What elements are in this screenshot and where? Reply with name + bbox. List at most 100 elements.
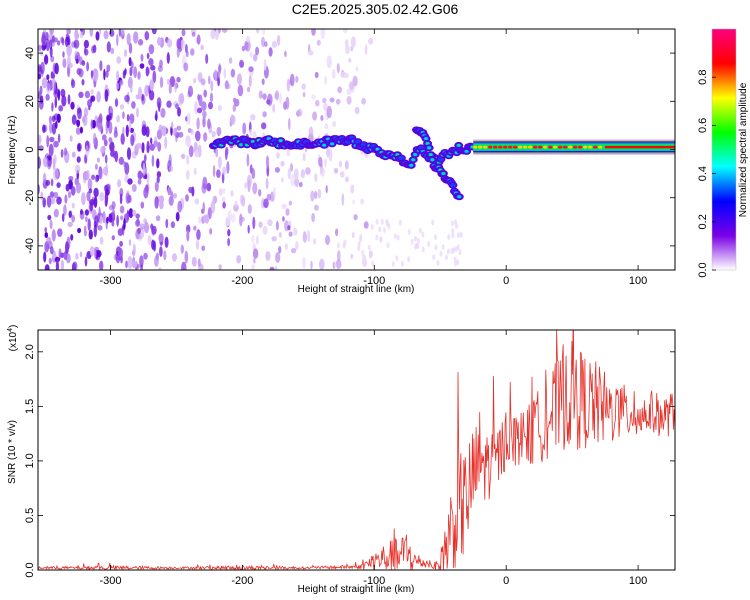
colorbar-label: Normalized spectral amplitude	[738, 82, 749, 217]
noise-speckle	[165, 218, 169, 229]
noise-speckle	[144, 84, 150, 97]
colorbar-gradient	[712, 29, 736, 270]
noise-speckle	[104, 89, 109, 102]
noise-speckle	[153, 140, 159, 147]
noise-speckle	[180, 39, 185, 50]
noise-speckle	[302, 256, 306, 269]
noise-speckle	[69, 135, 73, 142]
noise-speckle	[266, 99, 271, 105]
steady-band-peak	[598, 145, 603, 149]
noise-speckle	[51, 78, 57, 92]
steady-band-peak	[508, 145, 513, 149]
steady-band-peak	[548, 145, 553, 149]
noise-speckle	[297, 108, 303, 117]
noise-speckle	[286, 148, 291, 157]
noise-speckle	[239, 213, 243, 227]
noise-speckle	[308, 50, 314, 56]
signal-peak	[322, 143, 327, 147]
noise-speckle	[152, 70, 157, 84]
noise-speckle	[141, 125, 147, 136]
noise-speckle	[117, 179, 122, 188]
noise-speckle	[251, 235, 255, 243]
noise-speckle	[252, 130, 257, 140]
noise-speckle	[85, 145, 89, 158]
noise-speckle	[49, 136, 55, 143]
noise-speckle	[148, 44, 155, 55]
noise-speckle	[65, 183, 70, 192]
noise-speckle	[140, 53, 144, 62]
spectrogram-signal-layer	[208, 126, 675, 201]
noise-speckle	[76, 156, 81, 163]
noise-speckle	[187, 85, 194, 98]
noise-speckle	[144, 174, 148, 180]
noise-speckle	[230, 190, 234, 197]
noise-speckle	[170, 221, 176, 229]
noise-speckle	[47, 214, 52, 221]
noise-speckle	[142, 162, 146, 176]
signal-peak	[250, 140, 255, 144]
signal-core	[354, 139, 361, 144]
noise-speckle	[286, 78, 291, 92]
noise-speckle	[203, 132, 208, 142]
noise-speckle	[181, 261, 187, 270]
noise-speckle	[223, 68, 226, 79]
noise-speckle	[52, 37, 58, 43]
noise-speckle	[345, 44, 350, 55]
noise-speckle	[88, 105, 91, 111]
noise-speckle	[46, 82, 51, 94]
noise-speckle	[116, 114, 120, 123]
noise-speckle	[125, 124, 129, 137]
noise-speckle	[49, 29, 55, 35]
noise-speckle	[325, 234, 330, 246]
noise-speckle	[262, 111, 267, 118]
noise-speckle	[237, 73, 242, 86]
noise-speckle	[140, 201, 145, 209]
noise-speckle	[41, 77, 48, 89]
steady-band-core	[605, 145, 675, 149]
noise-speckle	[49, 246, 54, 255]
noise-speckle	[138, 39, 144, 46]
noise-speckle	[410, 238, 414, 245]
noise-speckle	[193, 167, 197, 175]
noise-speckle	[241, 45, 246, 52]
noise-speckle	[103, 30, 109, 40]
signal-peak	[428, 153, 433, 157]
noise-speckle	[196, 34, 201, 45]
noise-speckle	[150, 65, 156, 71]
noise-speckle	[236, 255, 242, 264]
y-tick-label: 2.0	[24, 344, 36, 359]
noise-speckle	[84, 48, 89, 56]
noise-speckle	[54, 256, 61, 263]
noise-speckle	[81, 79, 85, 86]
noise-speckle	[198, 216, 202, 224]
noise-speckle	[319, 258, 325, 270]
noise-speckle	[128, 119, 132, 133]
noise-speckle	[111, 201, 116, 210]
noise-speckle	[75, 182, 82, 194]
noise-speckle	[209, 92, 214, 103]
noise-speckle	[280, 177, 284, 183]
noise-speckle	[247, 86, 251, 93]
noise-speckle	[323, 102, 328, 111]
steady-band-peak	[483, 145, 488, 149]
noise-speckle	[258, 221, 263, 228]
steady-band-peak	[533, 145, 538, 149]
noise-speckle	[283, 101, 288, 110]
noise-speckle	[217, 104, 222, 112]
spectrogram-x-ticks: -300 -200 -100 0 100	[100, 29, 647, 287]
noise-speckle	[119, 205, 125, 214]
noise-speckle	[102, 166, 109, 176]
noise-speckle	[130, 61, 134, 69]
noise-speckle	[324, 158, 327, 168]
snr-scale-text: (x10	[8, 331, 19, 351]
noise-speckle	[139, 223, 145, 230]
steady-band-peak	[583, 145, 588, 149]
steady-band-peak	[538, 145, 543, 149]
spectrogram-noise-layer	[38, 29, 463, 270]
noise-speckle	[87, 178, 93, 191]
noise-speckle	[109, 141, 115, 152]
noise-speckle	[114, 98, 119, 108]
noise-speckle	[164, 236, 169, 248]
noise-speckle	[74, 29, 79, 41]
noise-speckle	[186, 169, 190, 180]
